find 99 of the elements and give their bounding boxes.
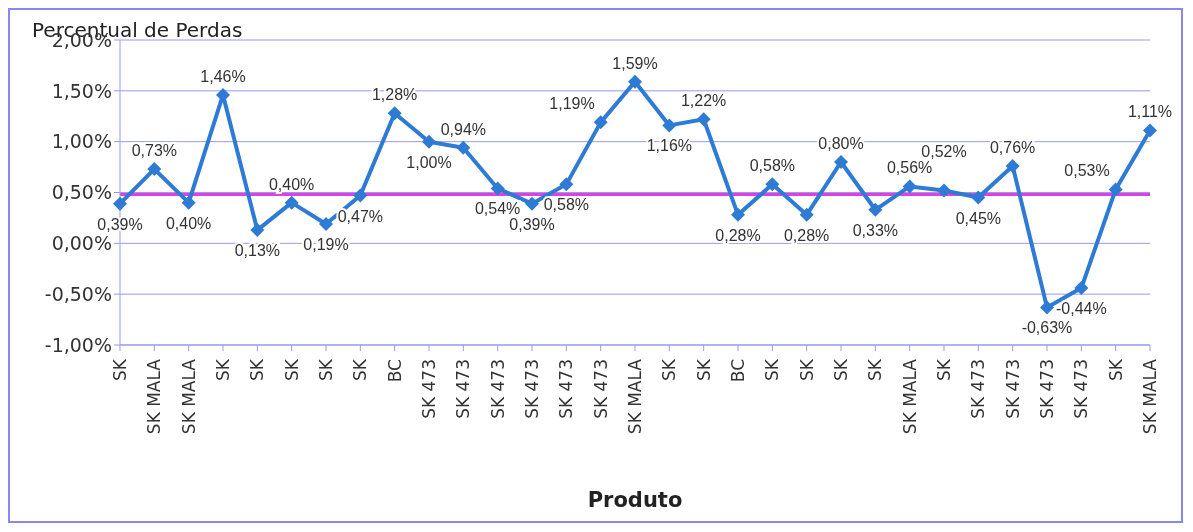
x-tick-label: SK 473 <box>487 359 508 419</box>
data-label: 0,73% <box>131 142 178 160</box>
data-label: -0,44% <box>1055 300 1107 318</box>
x-tick-label: SK MALA <box>144 358 165 435</box>
x-tick-label: SK 473 <box>1037 359 1057 419</box>
x-tick-label: SK <box>213 358 233 381</box>
point <box>902 179 917 194</box>
data-label: 0,54% <box>474 200 521 218</box>
data-label: 0,53% <box>1064 162 1110 180</box>
data-label: 0,76% <box>989 139 1036 157</box>
point <box>834 155 848 169</box>
y-tick-label: 0,00% <box>51 232 112 255</box>
x-tick-label: SK MALA <box>178 358 199 435</box>
x-tick-label: SK 473 <box>968 359 989 419</box>
data-label: 1,19% <box>549 95 595 113</box>
x-tick-label: SK <box>247 358 268 381</box>
data-label: 0,33% <box>852 221 899 239</box>
data-label: 1,22% <box>680 92 727 110</box>
y-tick-label: 1,50% <box>51 79 112 102</box>
point <box>1074 281 1089 296</box>
x-tick-label: SK 473 <box>1002 359 1023 419</box>
point <box>937 183 951 198</box>
point <box>456 140 471 155</box>
x-tick-label: SK 473 <box>419 359 439 419</box>
point <box>147 162 162 177</box>
point <box>971 190 986 205</box>
x-tick-label: SK <box>934 358 954 381</box>
x-tick-label: SK 473 <box>453 359 474 419</box>
y-tick-label: 0,50% <box>51 181 112 204</box>
x-tick-label: SK 473 <box>556 359 577 419</box>
data-label: 0,52% <box>921 143 967 161</box>
point <box>696 112 711 127</box>
point <box>250 223 265 238</box>
x-tick-label: SK 473 <box>1071 359 1092 419</box>
x-tick-label: SK MALA <box>625 358 645 435</box>
data-label: 1,46% <box>200 67 246 85</box>
data-label: 0,56% <box>886 159 933 177</box>
point <box>353 188 368 203</box>
x-tick-label: SK MALA <box>899 358 920 435</box>
x-tick-label: SK 473 <box>590 359 611 419</box>
x-tick-label: SK <box>110 358 130 381</box>
data-label: 0,47% <box>337 207 384 225</box>
x-tick-label: SK <box>350 358 371 381</box>
data-label: 1,16% <box>646 137 693 155</box>
data-label: 0,58% <box>543 196 590 214</box>
point <box>1143 123 1157 138</box>
data-label: 0,13% <box>234 242 281 260</box>
point <box>765 177 780 192</box>
x-tick-label: SK <box>831 358 851 381</box>
x-tick-label: SK <box>1105 358 1126 381</box>
point <box>284 195 299 210</box>
point <box>731 207 745 222</box>
x-tick-label: SK <box>796 358 817 381</box>
point <box>799 207 814 222</box>
data-label: -0,63% <box>1021 319 1073 337</box>
point <box>490 181 505 196</box>
x-tick-label: SK 473 <box>522 359 542 419</box>
point <box>387 106 402 121</box>
point <box>422 134 436 149</box>
data-label: 0,40% <box>165 214 212 232</box>
point <box>628 74 642 89</box>
x-axis-title: Produto <box>587 488 683 512</box>
x-tick-label: SK <box>281 358 302 381</box>
x-tick-label: SK <box>865 358 886 381</box>
data-label: 0,45% <box>955 209 1002 227</box>
y-tick-label: 1,00% <box>51 130 112 153</box>
x-tick-label: SK <box>762 358 783 381</box>
data-label: 0,28% <box>715 226 761 244</box>
y-tick-label: -0,50% <box>44 282 112 305</box>
x-tick-label: BC <box>384 359 405 383</box>
x-tick-label: SK <box>659 358 680 381</box>
x-tick-label: BC <box>728 359 748 383</box>
point <box>662 118 677 133</box>
point <box>181 195 196 210</box>
x-tick-label: SK <box>316 358 336 381</box>
x-tick-label: SK <box>693 358 714 381</box>
point <box>868 202 883 217</box>
data-label: 1,00% <box>406 153 452 171</box>
data-label: 0,80% <box>818 135 864 152</box>
point <box>593 115 608 130</box>
point <box>1108 182 1123 197</box>
point <box>319 217 333 232</box>
point <box>559 177 574 192</box>
data-label: 0,94% <box>440 120 487 138</box>
y-tick-label: -1,00% <box>44 333 112 356</box>
data-label: 0,28% <box>783 226 830 244</box>
point <box>113 196 127 211</box>
x-tick-label: SK MALA <box>1140 358 1160 435</box>
data-label: 0,58% <box>749 157 796 175</box>
point <box>1040 300 1054 315</box>
point <box>1005 159 1020 174</box>
data-label: 1,11% <box>1127 103 1173 121</box>
data-label: 1,28% <box>371 86 418 104</box>
data-label: 0,40% <box>268 175 315 193</box>
data-label: 0,19% <box>303 236 349 254</box>
data-label: 1,59% <box>612 54 658 72</box>
data-label: 0,39% <box>509 215 555 233</box>
data-label: 0,39% <box>97 215 143 233</box>
point <box>525 196 539 211</box>
